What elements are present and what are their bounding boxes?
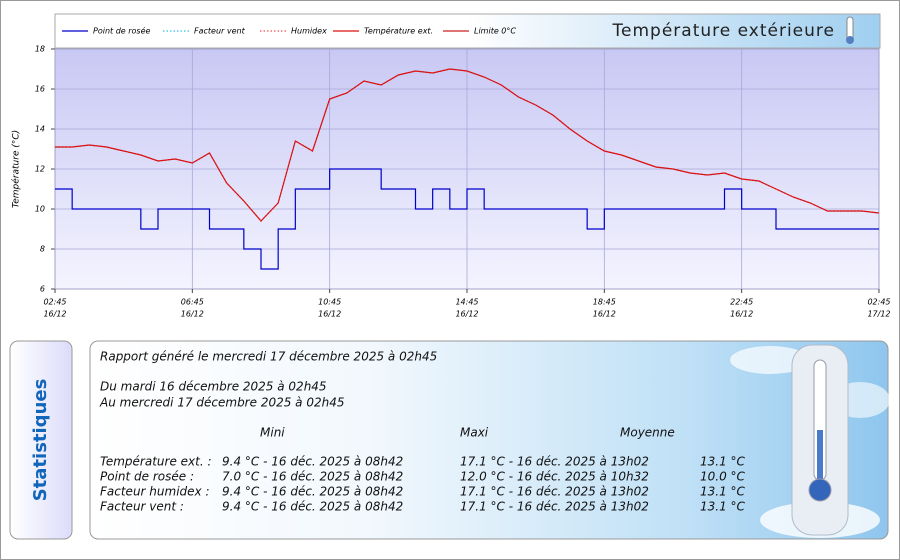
stats-cell: Facteur vent : bbox=[100, 500, 184, 514]
stats-heading: Statistiques bbox=[30, 379, 51, 502]
stats-panel bbox=[89, 340, 889, 540]
y-tick-label: 10 bbox=[35, 205, 45, 214]
report-generated: Rapport généré le mercredi 17 décembre 2… bbox=[100, 350, 437, 364]
stats-cell: 13.1 °C bbox=[700, 500, 746, 514]
x-tick-date: 16/12 bbox=[593, 310, 616, 319]
x-tick-label: 10:45 bbox=[318, 298, 341, 307]
stats-cell: 13.1 °C bbox=[700, 485, 746, 499]
legend-label: Humidex bbox=[291, 27, 327, 36]
x-tick-date: 16/12 bbox=[43, 310, 66, 319]
column-header: Moyenne bbox=[620, 426, 675, 440]
stats-cell: Point de rosée : bbox=[100, 470, 194, 484]
legend-label: Point de rosée bbox=[93, 26, 151, 36]
x-tick-date: 17/12 bbox=[867, 310, 890, 319]
stats-cell: 17.1 °C - 16 déc. 2025 à 13h02 bbox=[460, 455, 649, 469]
thermometer-image bbox=[730, 344, 890, 538]
series-line bbox=[55, 68, 879, 222]
y-tick-label: 16 bbox=[35, 85, 45, 94]
stats-cell: 13.1 °C bbox=[700, 455, 746, 469]
y-tick-label: 18 bbox=[35, 45, 45, 54]
stats-cell: 17.1 °C - 16 déc. 2025 à 13h02 bbox=[460, 500, 649, 514]
stats-cell: 9.4 °C - 16 déc. 2025 à 08h42 bbox=[222, 455, 403, 469]
stats-cell: 10.0 °C bbox=[700, 470, 746, 484]
report-from: Du mardi 16 décembre 2025 à 02h45 bbox=[100, 380, 327, 394]
stats-cell: 12.0 °C - 16 déc. 2025 à 10h32 bbox=[460, 470, 649, 484]
x-tick-date: 16/12 bbox=[181, 310, 204, 319]
y-tick-label: 14 bbox=[35, 125, 45, 134]
x-tick-label: 18:45 bbox=[593, 298, 616, 307]
series-line bbox=[55, 168, 879, 270]
report-to: Au mercredi 17 décembre 2025 à 02h45 bbox=[99, 396, 344, 410]
stats-cell: Température ext. : bbox=[100, 455, 212, 469]
stats-cell: 9.4 °C - 16 déc. 2025 à 08h42 bbox=[222, 485, 403, 499]
x-tick-label: 22:45 bbox=[730, 298, 753, 307]
stats-cell: 7.0 °C - 16 déc. 2025 à 08h42 bbox=[222, 470, 403, 484]
y-tick-label: 6 bbox=[40, 285, 45, 294]
x-tick-date: 16/12 bbox=[318, 310, 341, 319]
legend-label: Limite 0°C bbox=[474, 27, 516, 36]
x-tick-label: 02:45 bbox=[43, 298, 66, 307]
x-tick-label: 06:45 bbox=[181, 298, 204, 307]
column-header: Maxi bbox=[460, 426, 489, 440]
stats-cell: 9.4 °C - 16 déc. 2025 à 08h42 bbox=[222, 500, 403, 514]
stats-cell: Facteur humidex : bbox=[100, 485, 210, 499]
stats-cell: 17.1 °C - 16 déc. 2025 à 13h02 bbox=[460, 485, 649, 499]
x-tick-label: 14:45 bbox=[455, 298, 478, 307]
header-thermometer bbox=[846, 16, 854, 44]
x-tick-date: 16/12 bbox=[455, 310, 478, 319]
stats-tab bbox=[9, 340, 73, 540]
y-axis-label: Température (°C) bbox=[11, 130, 22, 208]
legend-label: Facteur vent bbox=[194, 27, 246, 36]
y-tick-label: 8 bbox=[40, 245, 45, 254]
chart-title: Température extérieure bbox=[612, 21, 835, 41]
column-header: Mini bbox=[260, 426, 285, 440]
y-tick-label: 12 bbox=[35, 165, 45, 174]
x-tick-label: 02:45 bbox=[867, 298, 890, 307]
x-tick-date: 16/12 bbox=[730, 310, 753, 319]
legend-label: Température ext. bbox=[364, 26, 433, 36]
